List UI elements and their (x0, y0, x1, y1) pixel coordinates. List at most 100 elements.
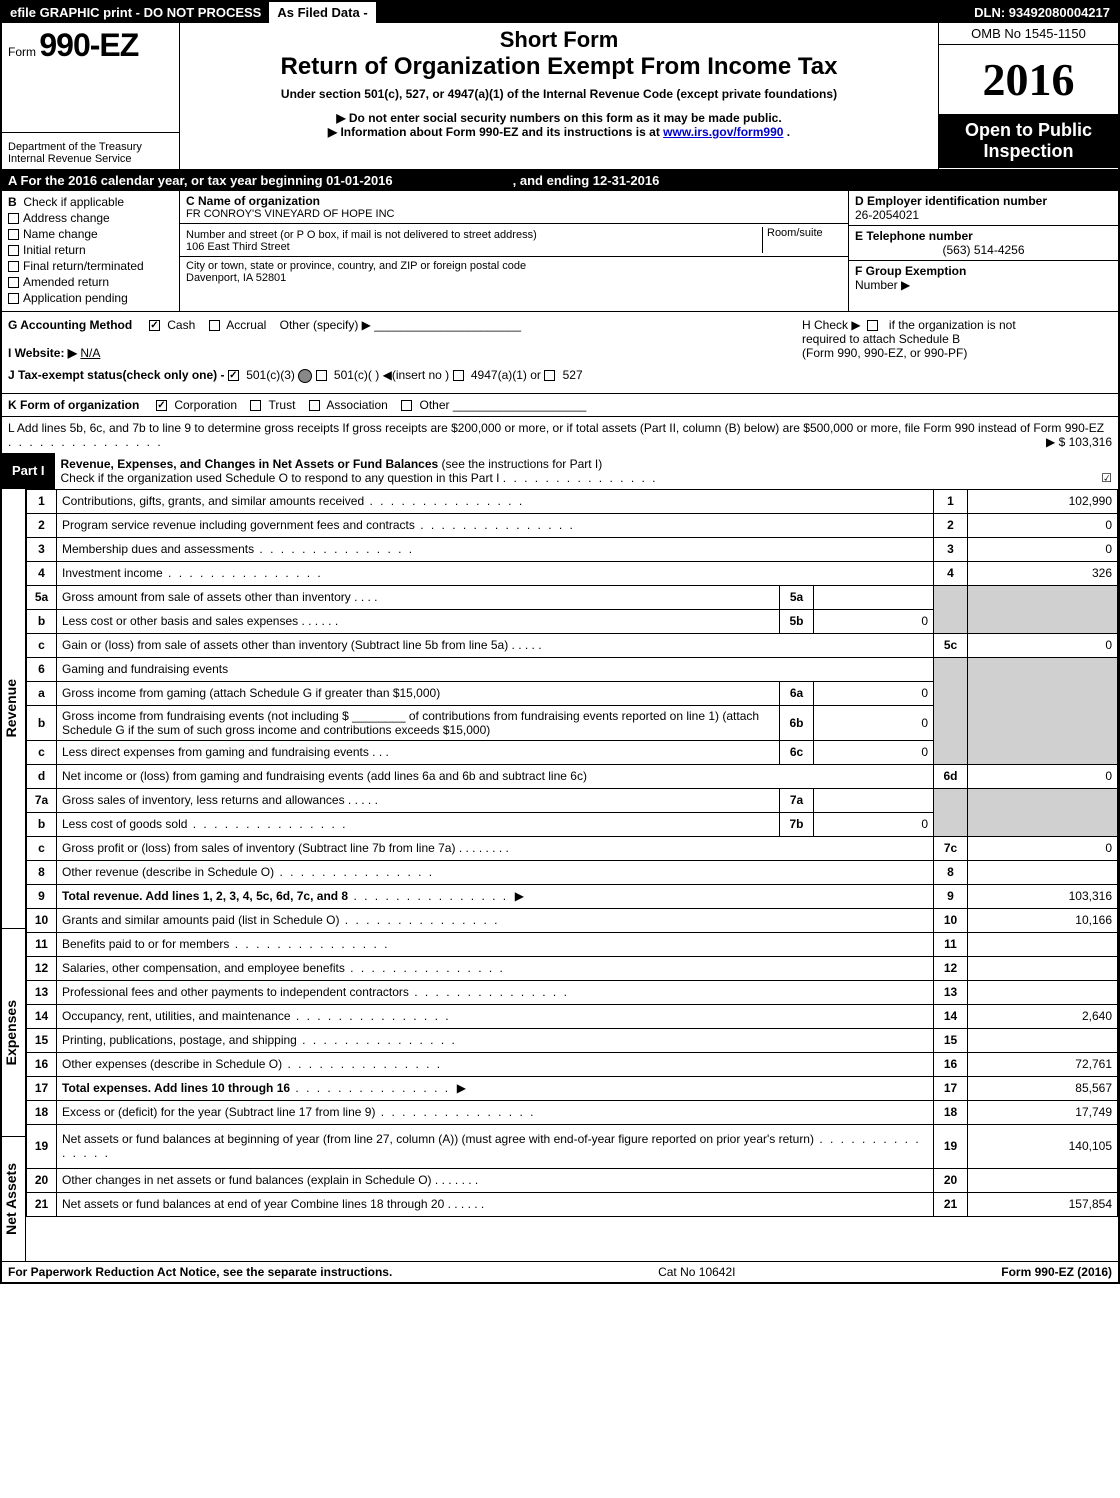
l6-grey (934, 657, 968, 764)
k-label: K Form of organization (8, 398, 139, 412)
cb-501c[interactable] (316, 370, 327, 381)
info2-link[interactable]: www.irs.gov/form990 (663, 125, 783, 139)
efile-text: efile GRAPHIC print - DO NOT PROCESS (2, 2, 269, 23)
cb-trust[interactable] (250, 400, 261, 411)
l14-n: 14 (27, 1004, 57, 1028)
l10-rv: 10,166 (968, 908, 1118, 932)
d-value: 26-2054021 (855, 208, 1112, 222)
l9-d: Total revenue. Add lines 1, 2, 3, 4, 5c,… (62, 889, 348, 903)
i-block: I Website: ▶ N/A (8, 342, 802, 364)
l7a-d: Gross sales of inventory, less returns a… (62, 793, 345, 807)
header-row: Form 990-EZ Department of the Treasury I… (2, 23, 1118, 170)
j-block: J Tax-exempt status(check only one) - 50… (8, 364, 802, 387)
d-label: D Employer identification number (855, 194, 1047, 208)
g-accrual: Accrual (226, 318, 266, 332)
tax-year: 2016 (939, 45, 1118, 114)
cb-addr[interactable] (8, 213, 19, 224)
l-amount: ▶ $ 103,316 (1046, 435, 1112, 449)
l1-d: Contributions, gifts, grants, and simila… (62, 494, 364, 508)
info1: ▶ Do not enter social security numbers o… (190, 111, 928, 125)
l21-rn: 21 (934, 1192, 968, 1216)
cb-accrual[interactable] (209, 320, 220, 331)
form-990ez: efile GRAPHIC print - DO NOT PROCESS As … (0, 0, 1120, 1284)
col-c: C Name of organization FR CONROY'S VINEY… (180, 191, 848, 311)
c-name-label: C Name of organization (186, 194, 842, 208)
cb-pending[interactable] (8, 293, 19, 304)
side-netassets: Net Assets (2, 1137, 25, 1261)
g-cash: Cash (167, 318, 195, 332)
l20-n: 20 (27, 1168, 57, 1192)
l16-rn: 16 (934, 1052, 968, 1076)
h-text1: H Check ▶ (802, 318, 861, 332)
l13-rv (968, 980, 1118, 1004)
l9-rn: 9 (934, 884, 968, 908)
i-label: I Website: ▶ (8, 346, 77, 360)
line-7a: 7aGross sales of inventory, less returns… (27, 788, 1118, 812)
line-16: 16Other expenses (describe in Schedule O… (27, 1052, 1118, 1076)
l-dots (8, 435, 163, 449)
l21-d: Net assets or fund balances at end of ye… (62, 1197, 444, 1211)
l5b-n: b (27, 609, 57, 633)
b-initial: Initial return (8, 243, 173, 257)
k-corp: Corporation (174, 398, 237, 412)
cb-4947[interactable] (453, 370, 464, 381)
k-assoc: Association (326, 398, 387, 412)
l5ab-greyv (968, 585, 1118, 633)
h-block: H Check ▶ if the organization is not req… (802, 318, 1112, 360)
dln-text: DLN: 93492080004217 (966, 2, 1118, 23)
e-block: E Telephone number (563) 514-4256 (849, 226, 1118, 261)
cb-other[interactable] (401, 400, 412, 411)
l9-rv: 103,316 (968, 884, 1118, 908)
l4-rn: 4 (934, 561, 968, 585)
b-name-change: Name change (8, 227, 173, 241)
l21-n: 21 (27, 1192, 57, 1216)
l5b-d: Less cost or other basis and sales expen… (62, 614, 298, 628)
l5ab-grey (934, 585, 968, 633)
cb-assoc[interactable] (309, 400, 320, 411)
title-cell: Short Form Return of Organization Exempt… (180, 23, 938, 169)
b-opt3: Final return/terminated (23, 259, 144, 273)
cb-final[interactable] (8, 261, 19, 272)
cb-501c3[interactable] (228, 370, 239, 381)
line-19: 19Net assets or fund balances at beginni… (27, 1124, 1118, 1168)
line-12: 12Salaries, other compensation, and empl… (27, 956, 1118, 980)
side-expenses: Expenses (2, 929, 25, 1137)
l1-rv: 102,990 (968, 489, 1118, 513)
f-block: F Group Exemption Number ▶ (849, 261, 1118, 295)
cb-name[interactable] (8, 229, 19, 240)
line-10: 10Grants and similar amounts paid (list … (27, 908, 1118, 932)
room-suite: Room/suite (762, 227, 842, 253)
help-icon[interactable] (298, 369, 312, 383)
l20-d: Other changes in net assets or fund bala… (62, 1173, 432, 1187)
cb-amended[interactable] (8, 277, 19, 288)
l13-rn: 13 (934, 980, 968, 1004)
l21-rv: 157,854 (968, 1192, 1118, 1216)
side-net-label: Net Assets (3, 1163, 25, 1235)
l9-n: 9 (27, 884, 57, 908)
line-14: 14Occupancy, rent, utilities, and mainte… (27, 1004, 1118, 1028)
info2-wrap: ▶ Information about Form 990-EZ and its … (190, 125, 928, 139)
l6b-n: b (27, 705, 57, 740)
part1-header: Part I Revenue, Expenses, and Changes in… (2, 453, 1118, 489)
cb-cash[interactable] (149, 320, 160, 331)
l7b-mv: 0 (814, 812, 934, 836)
l7a-mv (814, 788, 934, 812)
l19-rv: 140,105 (968, 1124, 1118, 1168)
l6b-mv: 0 (814, 705, 934, 740)
b-opt0: Address change (23, 211, 110, 225)
l11-rv (968, 932, 1118, 956)
part1-title: Revenue, Expenses, and Changes in Net As… (61, 457, 439, 471)
cb-h[interactable] (867, 320, 878, 331)
footer-left: For Paperwork Reduction Act Notice, see … (8, 1265, 392, 1279)
cb-corp[interactable] (156, 400, 167, 411)
b-opt2: Initial return (23, 243, 86, 257)
g-other: Other (specify) ▶ (280, 318, 371, 332)
cb-initial[interactable] (8, 245, 19, 256)
l6d-rn: 6d (934, 764, 968, 788)
l4-n: 4 (27, 561, 57, 585)
l2-rv: 0 (968, 513, 1118, 537)
cb-527[interactable] (544, 370, 555, 381)
l13-n: 13 (27, 980, 57, 1004)
footer-form: 990-EZ (1035, 1265, 1074, 1279)
line-13: 13Professional fees and other payments t… (27, 980, 1118, 1004)
